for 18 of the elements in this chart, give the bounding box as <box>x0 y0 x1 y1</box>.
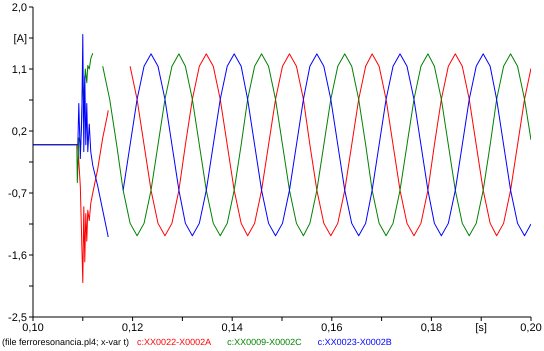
y-tick-label: -2,5 <box>8 312 27 324</box>
y-tick-label: 2,0 <box>12 2 27 14</box>
text: (file ferroresonancia.pl4; x-var t) <box>2 337 130 347</box>
y-tick-label: -1,6 <box>8 250 27 262</box>
text: c:XX0009-X0002C <box>227 337 302 347</box>
x-tick-label: 0,12 <box>122 322 144 334</box>
x-tick-label: 0,16 <box>321 322 343 334</box>
x-tick-label: [s] <box>475 322 488 334</box>
y-tick-label: 1,1 <box>12 64 27 76</box>
y-tick-label: 0,2 <box>12 126 27 138</box>
text: c:XX0022-X0002A <box>137 337 212 347</box>
x-tick-label: 0,10 <box>22 322 44 334</box>
y-tick-label: [A] <box>14 32 27 45</box>
x-tick-label: 0,20 <box>520 322 542 334</box>
y-tick-label: -0,7 <box>8 188 27 200</box>
x-tick-label: 0,18 <box>420 322 442 334</box>
text: c:XX0023-X0002B <box>318 337 392 347</box>
x-tick-label: 0,14 <box>221 322 243 334</box>
